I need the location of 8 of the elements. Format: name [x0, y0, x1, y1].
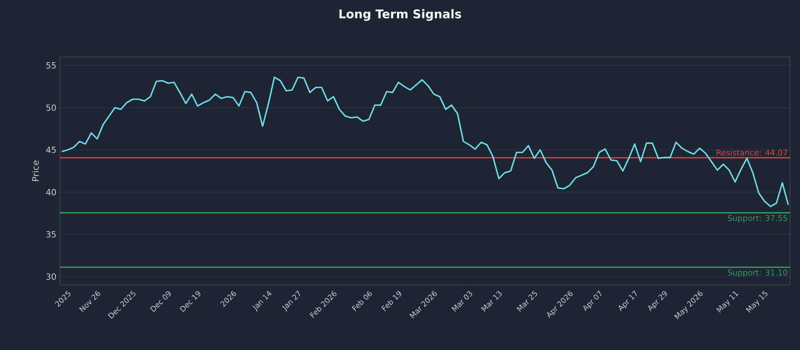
chart-title: Long Term Signals: [339, 9, 462, 21]
y-tick-label: 45: [46, 146, 56, 154]
y-axis-title: Price: [32, 160, 39, 182]
y-tick-label: 50: [46, 104, 56, 111]
y-tick-label: 55: [46, 62, 56, 69]
y-tick-label: 35: [46, 231, 56, 238]
y-tick-label: 40: [46, 188, 56, 196]
y-tick-label: 30: [46, 273, 56, 280]
